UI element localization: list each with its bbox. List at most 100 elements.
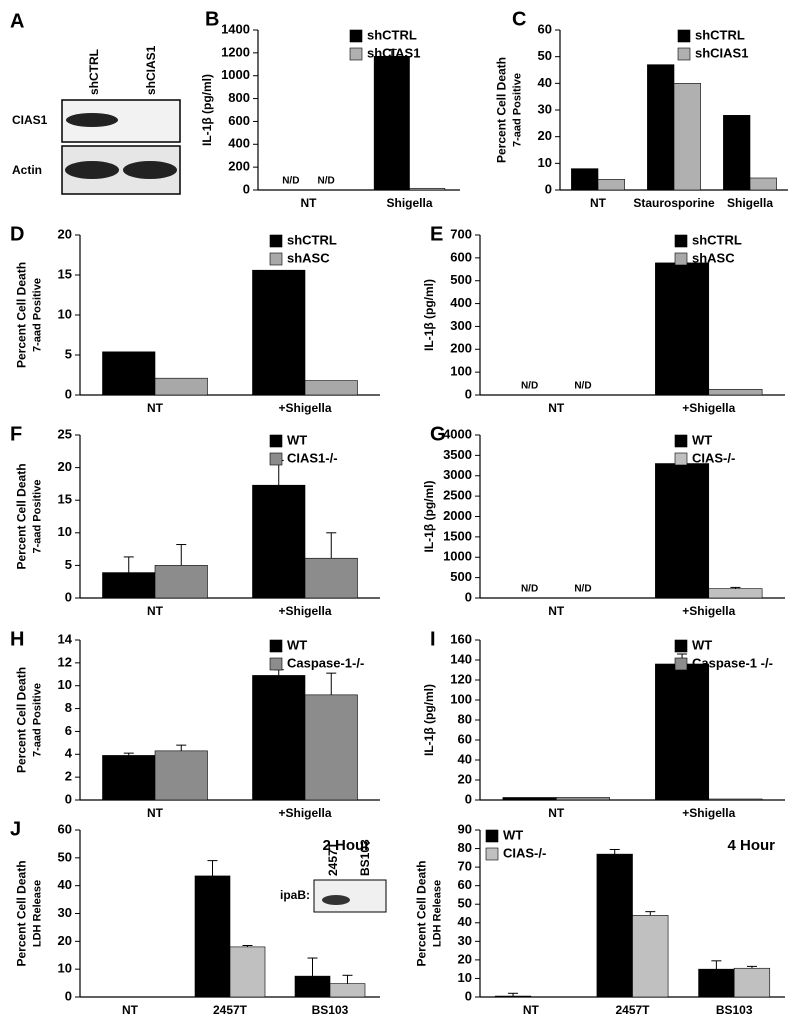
inset-lane-label: BS103 — [358, 839, 372, 876]
bar — [304, 380, 358, 396]
y-tick-label: 800 — [228, 90, 250, 105]
bar — [194, 875, 231, 998]
y-tick-label: 0 — [465, 386, 472, 401]
error-bar — [123, 752, 134, 756]
panel-label: E — [430, 223, 443, 245]
x-tick-label: +Shigella — [682, 604, 735, 618]
error-bar — [176, 544, 187, 566]
y-tick-label: 0 — [65, 386, 72, 401]
y-tick-label: 80 — [458, 711, 472, 726]
x-tick-label: NT — [523, 1003, 540, 1017]
lane-label: shCTRL — [87, 49, 101, 95]
y-tick-label: 600 — [450, 249, 472, 264]
x-tick-label: NT — [147, 401, 164, 415]
y-tick-label: 90 — [458, 821, 472, 836]
y-tick-label: 20 — [58, 933, 72, 948]
error-bar — [207, 860, 218, 876]
y-tick-label: 25 — [58, 426, 72, 441]
y-tick-label: 20 — [458, 951, 472, 966]
y-tick-label: 60 — [538, 21, 552, 36]
y-axis-label: IL-1β (pg/ml) — [422, 279, 436, 351]
panel-label: H — [10, 628, 24, 650]
legend-swatch — [677, 29, 691, 43]
value-label: N/D — [318, 176, 335, 187]
bar — [733, 967, 771, 998]
bar — [708, 588, 763, 599]
y-tick-label: 500 — [450, 272, 472, 287]
y-tick-label: 30 — [458, 933, 472, 948]
bar — [304, 694, 358, 801]
bar — [723, 115, 751, 191]
error-bar — [711, 960, 722, 970]
y-tick-label: 400 — [228, 136, 250, 151]
x-tick-label: NT — [147, 604, 164, 618]
bar — [596, 853, 633, 998]
legend-label: shCTRL — [692, 232, 742, 247]
error-bar — [746, 965, 757, 969]
legend-label: shCTRL — [367, 27, 417, 42]
legend-label: shASC — [692, 250, 735, 265]
bar — [102, 351, 156, 396]
bar — [252, 269, 306, 396]
y-tick-label: 0 — [465, 791, 472, 806]
lane-label: shCIAS1 — [144, 45, 158, 95]
bar — [632, 915, 669, 998]
legend-swatch — [674, 234, 688, 248]
y-axis-label: Percent Cell Death — [15, 463, 29, 569]
legend-label: shCIAS1 — [695, 45, 748, 60]
y-tick-label: 100 — [450, 691, 472, 706]
bar — [597, 179, 625, 191]
y-tick-label: 300 — [450, 318, 472, 333]
legend-label: shCTRL — [287, 232, 337, 247]
y-axis-label: LDH Release — [431, 880, 443, 947]
y-tick-label: 20 — [538, 128, 552, 143]
y-tick-label: 5 — [65, 557, 72, 572]
x-tick-label: Staurosporine — [633, 196, 715, 210]
error-bar — [326, 672, 337, 695]
y-tick-label: 30 — [58, 905, 72, 920]
y-tick-label: 0 — [465, 988, 472, 1003]
bar — [708, 388, 763, 396]
x-tick-label: NT — [548, 806, 565, 820]
legend-label: shCIAS1 — [367, 45, 420, 60]
y-tick-label: 50 — [458, 896, 472, 911]
y-tick-label: 700 — [450, 226, 472, 241]
bar — [154, 565, 208, 599]
bar — [252, 484, 306, 599]
y-axis-label: 7-aad Positive — [31, 480, 43, 554]
y-tick-label: 15 — [58, 266, 72, 281]
y-tick-label: 10 — [58, 677, 72, 692]
annotation: 2 Hour — [322, 837, 370, 854]
y-axis-label: LDH Release — [31, 880, 43, 947]
x-tick-label: +Shigella — [278, 401, 331, 415]
y-tick-label: 8 — [65, 700, 72, 715]
y-axis-label: IL-1β (pg/ml) — [200, 74, 214, 146]
y-tick-label: 10 — [58, 961, 72, 976]
x-tick-label: NT — [147, 806, 164, 820]
legend-swatch — [269, 252, 283, 266]
y-tick-label: 4 — [65, 746, 73, 761]
legend-swatch — [349, 47, 363, 61]
y-tick-label: 3000 — [443, 467, 472, 482]
y-axis-label: Percent Cell Death — [415, 860, 429, 966]
blot-band — [65, 161, 119, 179]
y-tick-label: 10 — [58, 524, 72, 539]
bar — [655, 463, 710, 599]
legend-swatch — [349, 29, 363, 43]
legend-swatch — [485, 829, 499, 843]
bar — [252, 675, 306, 801]
y-tick-label: 600 — [228, 113, 250, 128]
y-axis-label: Percent Cell Death — [495, 57, 509, 163]
y-axis-label: 7-aad Positive — [511, 73, 523, 147]
blot-row-label: CIAS1 — [12, 113, 48, 127]
y-tick-label: 1200 — [221, 44, 250, 59]
bar — [708, 798, 763, 801]
error-bar — [176, 744, 187, 751]
x-tick-label: Shigella — [386, 196, 432, 210]
y-tick-label: 50 — [58, 849, 72, 864]
inset-blot — [313, 879, 387, 913]
y-tick-label: 6 — [65, 723, 72, 738]
legend-label: Caspase-1 -/- — [692, 655, 773, 670]
x-tick-label: +Shigella — [278, 604, 331, 618]
